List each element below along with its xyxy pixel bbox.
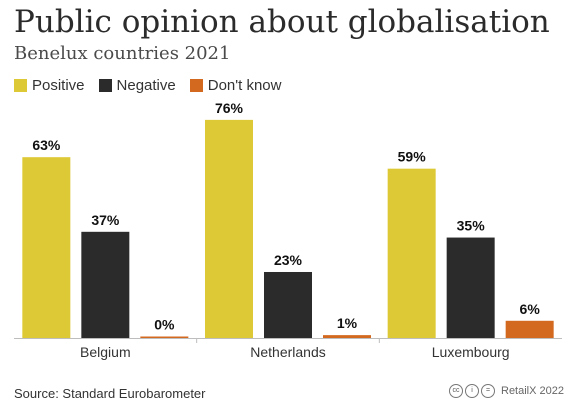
- footer-credit: cc i = RetailX 2022: [449, 384, 564, 398]
- nd-icon: =: [481, 384, 495, 398]
- legend-item-positive: Positive: [14, 77, 85, 94]
- legend-label-dont-know: Don't know: [207, 76, 282, 94]
- x-tick-label-luxembourg: Luxembourg: [432, 344, 510, 360]
- bar-netherlands-positive: [205, 119, 253, 338]
- legend: Positive Negative Don't know: [14, 75, 295, 95]
- data-label-luxembourg-don-t-know: 6%: [520, 301, 541, 317]
- bar-belgium-don-t-know: [140, 336, 189, 338]
- data-label-luxembourg-positive: 59%: [398, 149, 427, 165]
- legend-swatch-dont-know: [189, 78, 203, 92]
- x-tick-label-belgium: Belgium: [80, 344, 131, 360]
- bar-netherlands-negative: [264, 271, 312, 338]
- data-label-luxembourg-negative: 35%: [457, 218, 486, 234]
- bar-netherlands-don-t-know: [323, 335, 371, 338]
- bar-luxembourg-positive: [387, 168, 436, 338]
- source-note: Source: Standard Eurobarometer: [14, 386, 206, 401]
- data-label-belgium-positive: 63%: [32, 137, 61, 153]
- legend-swatch-negative: [98, 78, 112, 92]
- legend-label-positive: Positive: [32, 76, 85, 94]
- legend-label-negative: Negative: [116, 76, 176, 94]
- by-icon: i: [465, 384, 479, 398]
- chart-subtitle: Benelux countries 2021: [14, 43, 231, 64]
- legend-swatch-positive: [14, 78, 27, 92]
- legend-item-dont-know: Don't know: [189, 76, 282, 94]
- x-tick-label-netherlands: Netherlands: [250, 344, 326, 360]
- bar-luxembourg-negative: [446, 237, 495, 338]
- data-label-belgium-negative: 37%: [91, 212, 120, 228]
- chart-title: Public opinion about globalisation: [14, 4, 550, 40]
- data-label-netherlands-positive: 76%: [215, 100, 244, 116]
- data-label-netherlands-don-t-know: 1%: [337, 315, 358, 331]
- legend-item-negative: Negative: [98, 76, 176, 94]
- bar-belgium-positive: [22, 157, 71, 338]
- bar-belgium-negative: [81, 231, 130, 338]
- cc-icon: cc: [449, 384, 463, 398]
- bar-luxembourg-don-t-know: [505, 320, 554, 338]
- data-label-netherlands-negative: 23%: [274, 252, 303, 268]
- credit-text: RetailX 2022: [501, 385, 564, 397]
- data-label-belgium-don-t-know: 0%: [154, 317, 175, 333]
